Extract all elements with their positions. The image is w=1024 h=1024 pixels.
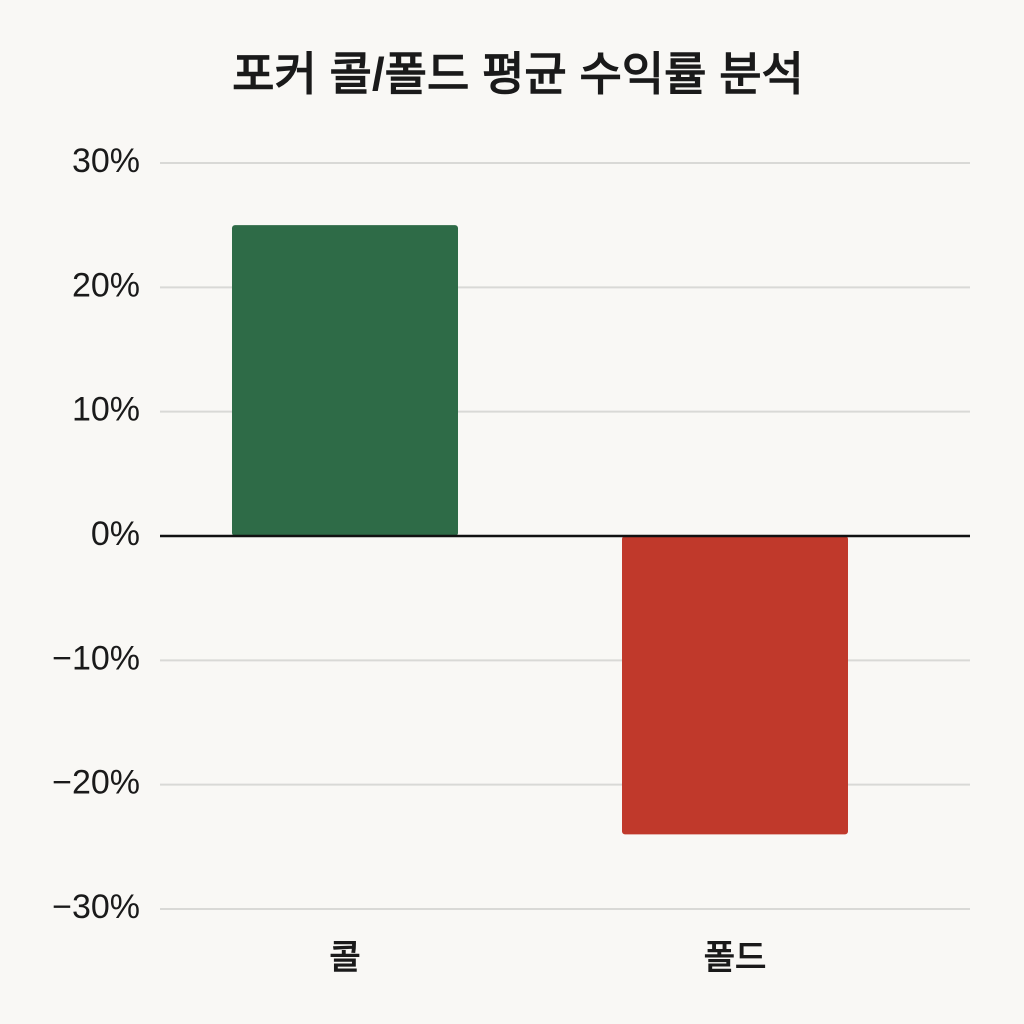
chart-title: 포커 콜/폴드 평균 수익률 분석 <box>232 48 804 100</box>
y-tick-label: 20% <box>72 266 140 304</box>
y-tick-label: −20% <box>52 764 140 802</box>
x-tick-label: 콜 <box>329 939 360 977</box>
y-tick-label: −30% <box>52 888 140 926</box>
y-tick-label: 0% <box>91 515 140 553</box>
y-tick-label: 30% <box>72 142 140 180</box>
y-tick-label: −10% <box>52 639 140 677</box>
bar <box>232 225 458 536</box>
y-tick-label: 10% <box>72 391 140 429</box>
bar <box>622 536 848 835</box>
x-tick-label: 폴드 <box>704 939 767 977</box>
